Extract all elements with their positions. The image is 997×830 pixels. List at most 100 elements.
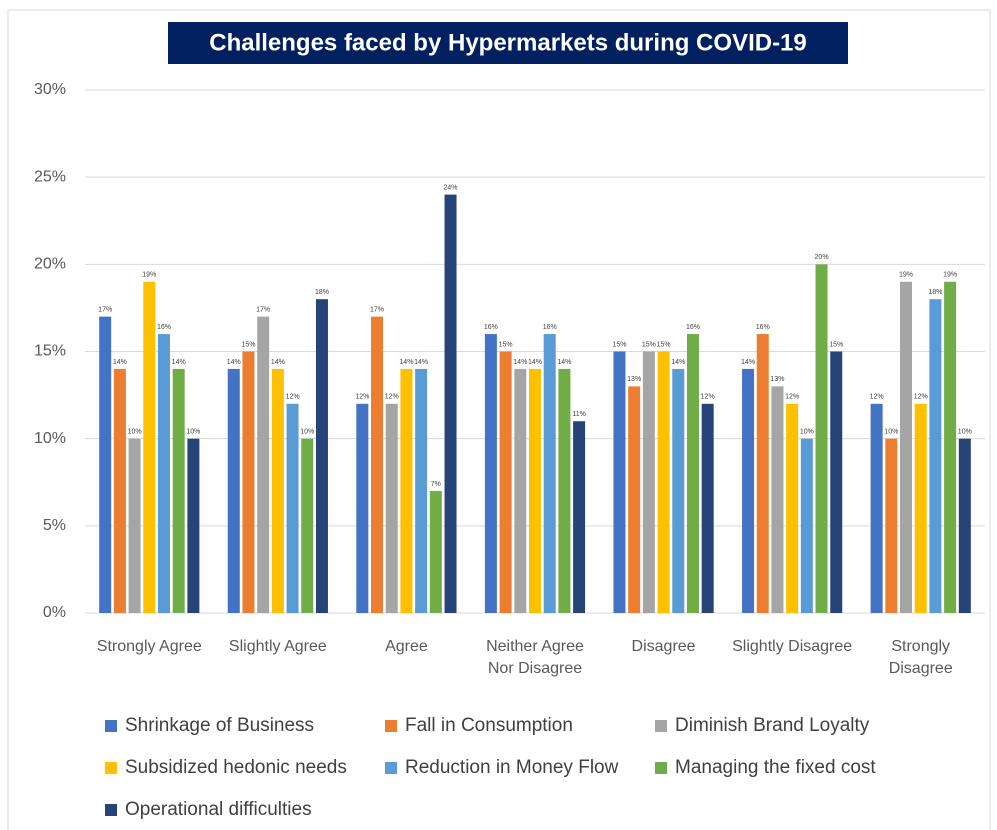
y-tick-label: 10%	[34, 430, 66, 447]
bar	[242, 351, 255, 613]
legend-item: Reduction in Money Flow	[385, 757, 618, 779]
bar	[187, 438, 200, 613]
bar	[701, 403, 714, 613]
value-label: 14%	[741, 359, 755, 366]
bar	[958, 438, 971, 613]
value-label: 10%	[128, 429, 142, 436]
bar	[742, 368, 755, 613]
y-tick-label: 20%	[34, 256, 66, 273]
bar	[371, 316, 384, 613]
value-label: 15%	[642, 341, 656, 348]
x-tick-label: Slightly Disagree	[732, 638, 853, 655]
y-tick-label: 25%	[34, 168, 66, 185]
value-label: 14%	[227, 359, 241, 366]
legend-label: Shrinkage of Business	[125, 715, 315, 736]
y-tick-label: 0%	[43, 604, 66, 621]
bar	[944, 281, 957, 613]
bar	[642, 351, 655, 613]
legend-swatch	[105, 804, 117, 816]
value-label: 16%	[543, 324, 557, 331]
value-label: 19%	[943, 272, 957, 279]
value-label: 11%	[572, 411, 586, 418]
value-label: 20%	[815, 254, 829, 261]
value-label: 14%	[414, 359, 428, 366]
value-label: 19%	[899, 272, 913, 279]
legend-swatch	[105, 762, 117, 774]
bar	[257, 316, 270, 613]
legend-item: Diminish Brand Loyalty	[655, 715, 869, 737]
bar	[914, 403, 927, 613]
value-label: 12%	[914, 394, 928, 401]
value-label: 16%	[756, 324, 770, 331]
bar	[113, 368, 126, 613]
bar	[613, 351, 626, 613]
legend-label: Subsidized hedonic needs	[125, 757, 347, 778]
value-label: 12%	[286, 394, 300, 401]
value-label: 18%	[315, 289, 329, 296]
bar	[385, 403, 398, 613]
value-label: 12%	[385, 394, 399, 401]
bar	[143, 281, 156, 613]
value-label: 14%	[399, 359, 413, 366]
value-label: 12%	[701, 394, 715, 401]
bar	[499, 351, 512, 613]
bar	[686, 334, 699, 613]
chart-frame	[7, 9, 991, 830]
value-label: 24%	[444, 184, 458, 191]
value-label: 16%	[484, 324, 498, 331]
value-label: 10%	[300, 429, 314, 436]
value-label: 14%	[671, 359, 685, 366]
bar	[628, 386, 641, 613]
bar	[444, 194, 457, 613]
value-label: 16%	[157, 324, 171, 331]
bar	[301, 438, 314, 613]
bar	[286, 403, 299, 613]
value-label: 14%	[172, 359, 186, 366]
bar	[900, 281, 913, 613]
y-tick-label: 15%	[34, 343, 66, 360]
bar	[415, 368, 428, 613]
value-label: 10%	[186, 429, 200, 436]
bar	[885, 438, 898, 613]
value-label: 10%	[800, 429, 814, 436]
x-tick-label: Neither Agree Nor Disagree	[486, 638, 584, 677]
value-label: 7%	[431, 481, 441, 488]
bar	[786, 403, 799, 613]
bar	[315, 299, 328, 613]
value-label: 15%	[829, 341, 843, 348]
value-label: 17%	[98, 306, 112, 313]
value-label: 18%	[928, 289, 942, 296]
title-box	[168, 22, 848, 64]
value-label: 17%	[370, 306, 384, 313]
bar	[800, 438, 813, 613]
chart-title: Challenges faced by Hypermarkets during …	[209, 29, 807, 56]
bar	[227, 368, 240, 613]
value-label: 15%	[241, 341, 255, 348]
legend-swatch	[655, 720, 667, 732]
value-label: 10%	[958, 429, 972, 436]
bar	[271, 368, 284, 613]
value-label: 14%	[513, 359, 527, 366]
legend-label: Reduction in Money Flow	[405, 757, 619, 778]
bar	[830, 351, 843, 613]
bar	[356, 403, 369, 613]
bar	[573, 421, 586, 613]
legend-label: Operational difficulties	[125, 799, 312, 820]
bar	[429, 490, 442, 613]
legend-item: Shrinkage of Business	[105, 715, 314, 737]
bar	[157, 334, 170, 613]
value-label: 15%	[612, 341, 626, 348]
y-tick-label: 5%	[43, 517, 66, 534]
x-tick-label: Slightly Agree	[228, 638, 327, 655]
legend-item: Managing the fixed cost	[655, 757, 876, 779]
bar	[558, 368, 571, 613]
legend-swatch	[655, 762, 667, 774]
legend-item: Fall in Consumption	[385, 715, 573, 737]
legend-swatch	[385, 762, 397, 774]
value-label: 14%	[528, 359, 542, 366]
value-label: 12%	[355, 394, 369, 401]
legend-swatch	[385, 720, 397, 732]
value-label: 13%	[627, 376, 641, 383]
